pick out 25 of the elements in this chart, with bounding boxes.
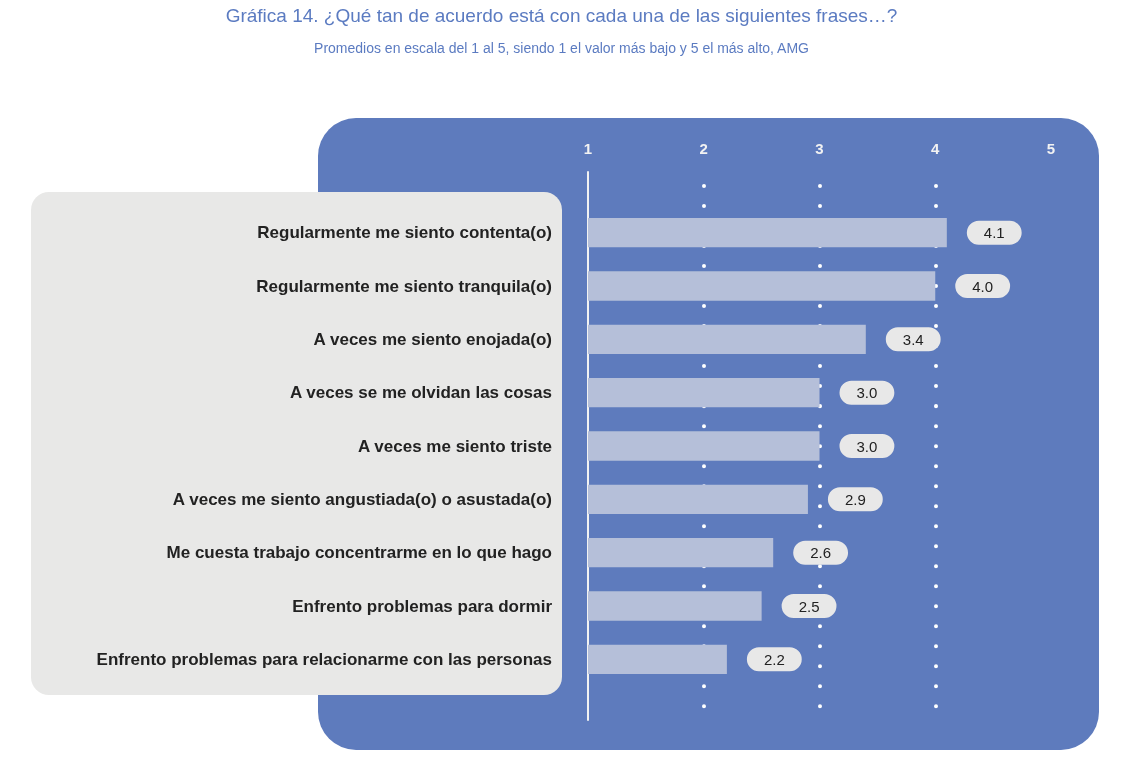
x-tick-label: 2 — [699, 140, 708, 157]
y-tick-label: A veces me siento angustiada(o) o asustada(o) — [172, 489, 552, 509]
x-tick-label: 4 — [931, 140, 941, 157]
data-label: 2.6 — [810, 544, 832, 562]
y-tick-label: A veces me siento triste — [357, 436, 552, 456]
data-label: 2.5 — [798, 597, 820, 615]
data-label: 3.0 — [856, 437, 878, 455]
x-tick-label: 5 — [1046, 140, 1056, 157]
data-label: 2.9 — [844, 490, 866, 508]
y-tick-label: A veces se me olvidan las cosas — [289, 383, 552, 403]
y-tick-label: Regularmente me siento contenta(o) — [257, 223, 552, 243]
data-label: 4.0 — [972, 277, 994, 295]
x-tick-label: 3 — [815, 140, 824, 157]
data-label: 3.4 — [902, 330, 924, 348]
y-tick-label: Regularmente me siento tranquila(o) — [256, 276, 552, 296]
y-tick-label: A veces me siento enojada(o) — [313, 329, 552, 349]
y-tick-label: Me cuesta trabajo concentrarme en lo que hago — [166, 543, 552, 563]
data-label: 2.2 — [763, 650, 785, 668]
x-tick-label: 1 — [583, 140, 593, 157]
chart-title: Gráfica 14. ¿Qué tan de acuerdo está con cada una de las siguientes frases…? — [225, 5, 898, 26]
data-label: 4.1 — [983, 224, 1005, 242]
data-label: 3.0 — [856, 384, 878, 402]
chart-subtitle: Promedios en escala del 1 al 5, siendo 1 el valor más bajo y 5 el más alto, AMG — [314, 40, 809, 56]
y-tick-label: Enfrento problemas para dormir — [292, 596, 553, 616]
y-tick-label: Enfrento problemas para relacionarme con las personas — [96, 649, 552, 669]
